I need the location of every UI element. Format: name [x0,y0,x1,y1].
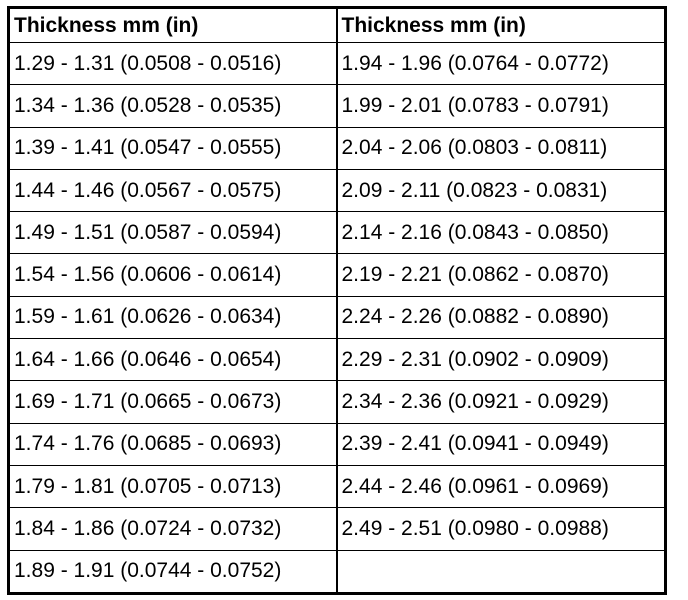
column-header: Thickness mm (in) [336,7,666,43]
table-row: 1.89 - 1.91 (0.0744 - 0.0752) [8,549,666,594]
table-cell: 2.24 - 2.26 (0.0882 - 0.0890) [336,295,666,340]
table-cell: 1.49 - 1.51 (0.0587 - 0.0594) [8,211,338,255]
table-body: 1.29 - 1.31 (0.0508 - 0.0516) 1.94 - 1.96… [8,41,666,594]
table-cell: 1.99 - 2.01 (0.0783 - 0.0791) [336,84,666,128]
table-row: 1.54 - 1.56 (0.0606 - 0.0614) 2.19 - 2.21… [8,253,666,297]
table-cell: 2.09 - 2.11 (0.0823 - 0.0831) [336,168,666,213]
table-cell: 1.69 - 1.71 (0.0665 - 0.0673) [8,380,338,424]
table-cell: 1.34 - 1.36 (0.0528 - 0.0535) [8,84,338,128]
table-cell: 2.34 - 2.36 (0.0921 - 0.0929) [336,380,666,424]
table-row: 1.39 - 1.41 (0.0547 - 0.0555) 2.04 - 2.06… [8,126,666,170]
table-cell: 2.04 - 2.06 (0.0803 - 0.0811) [336,126,666,170]
table-row: 1.74 - 1.76 (0.0685 - 0.0693) 2.39 - 2.41… [8,422,666,466]
table-cell: 2.49 - 2.51 (0.0980 - 0.0988) [336,507,666,551]
table-row: 1.69 - 1.71 (0.0665 - 0.0673) 2.34 - 2.36… [8,380,666,424]
column-header: Thickness mm (in) [8,7,338,43]
table-row: 1.79 - 1.81 (0.0705 - 0.0713) 2.44 - 2.46… [8,464,666,509]
table-cell: 1.84 - 1.86 (0.0724 - 0.0732) [8,507,338,551]
table-cell: 1.39 - 1.41 (0.0547 - 0.0555) [8,126,338,170]
table-cell: 1.94 - 1.96 (0.0764 - 0.0772) [336,41,666,86]
table-cell: 2.39 - 2.41 (0.0941 - 0.0949) [336,422,666,466]
table-cell: 1.59 - 1.61 (0.0626 - 0.0634) [8,295,338,340]
table-cell: 1.29 - 1.31 (0.0508 - 0.0516) [8,41,338,86]
table-cell: 2.14 - 2.16 (0.0843 - 0.0850) [336,211,666,255]
table-cell: 1.89 - 1.91 (0.0744 - 0.0752) [8,549,338,594]
thickness-table: Thickness mm (in) Thickness mm (in) 1.29 … [7,6,667,595]
table-row: 1.34 - 1.36 (0.0528 - 0.0535) 1.99 - 2.01… [8,84,666,128]
table-cell: 1.64 - 1.66 (0.0646 - 0.0654) [8,338,338,382]
table-row: 1.84 - 1.86 (0.0724 - 0.0732) 2.49 - 2.51… [8,507,666,551]
table-cell: 1.44 - 1.46 (0.0567 - 0.0575) [8,168,338,213]
table-row: 1.59 - 1.61 (0.0626 - 0.0634) 2.24 - 2.26… [8,295,666,340]
table-cell: 1.74 - 1.76 (0.0685 - 0.0693) [8,422,338,466]
table-row: 1.64 - 1.66 (0.0646 - 0.0654) 2.29 - 2.31… [8,338,666,382]
table-cell: 1.79 - 1.81 (0.0705 - 0.0713) [8,464,338,509]
table-cell: 1.54 - 1.56 (0.0606 - 0.0614) [8,253,338,297]
table-cell: 2.19 - 2.21 (0.0862 - 0.0870) [336,253,666,297]
table-cell: 2.44 - 2.46 (0.0961 - 0.0969) [336,464,666,509]
table-row: 1.29 - 1.31 (0.0508 - 0.0516) 1.94 - 1.96… [8,41,666,86]
table-row: 1.49 - 1.51 (0.0587 - 0.0594) 2.14 - 2.16… [8,211,666,255]
table-row: 1.44 - 1.46 (0.0567 - 0.0575) 2.09 - 2.11… [8,168,666,213]
table-cell: 2.29 - 2.31 (0.0902 - 0.0909) [336,338,666,382]
header-row: Thickness mm (in) Thickness mm (in) [8,7,666,43]
empty-cell [336,549,666,594]
